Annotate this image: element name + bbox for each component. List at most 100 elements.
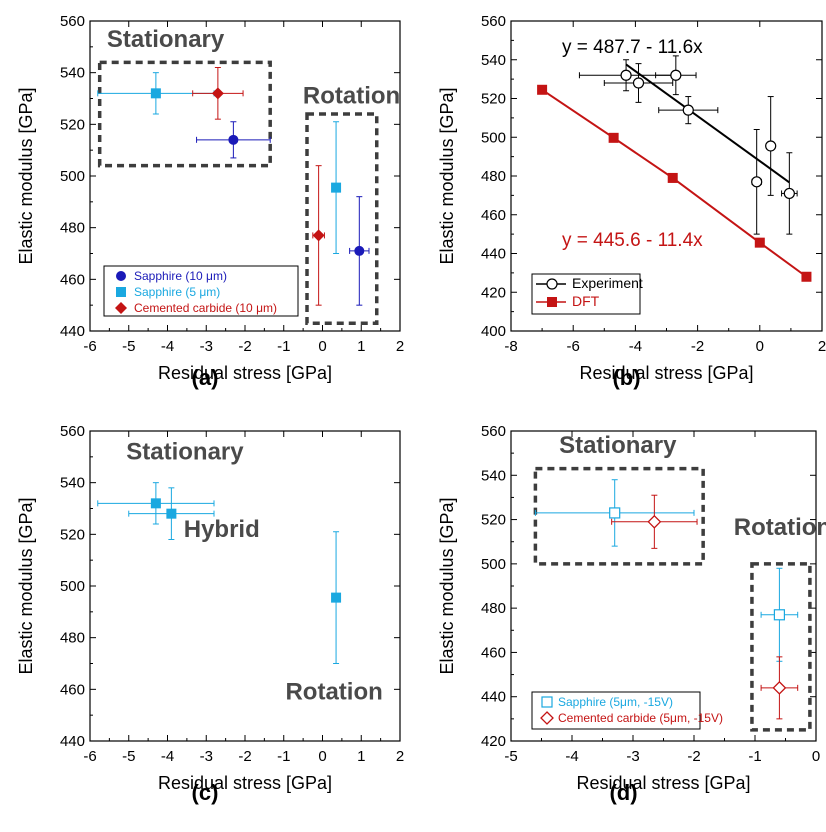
panel-a-x-tick-label: -1 [277,338,290,355]
panel-c-y-tick-label: 460 [60,681,85,698]
panel-d-legend-marker [541,696,553,708]
panel-a-y-axis-label: Elastic modulus [GPa] [16,87,36,264]
panel-d-y-tick-label: 500 [481,556,506,573]
panel-c: -6 -5 -4 -3 -2 -1 0 1 2 440 460 480 500 520 540 560 Resi… [16,423,404,805]
panel-d-x-tick-label: -3 [626,748,639,765]
panel-d-x-tick-label: -4 [565,748,578,765]
panel-a-y-tick-label: 480 [60,220,85,237]
panel-b-legend-marker [547,297,557,307]
panel-a-data-point [331,182,342,193]
panel-b-y-tick-label: 480 [481,168,506,185]
panel-b-x-tick-label: 2 [818,338,826,355]
panel-a-data-point [312,229,325,242]
panel-c-x-tick-label: 1 [357,748,365,765]
panel-c-y-tick-label: 540 [60,475,85,492]
panel-b-y-tick-label: 420 [481,284,506,301]
panel-a-x-tick-label: -6 [83,338,96,355]
panel-b-data-point [751,176,763,188]
panel-d-y-tick-label: 520 [481,512,506,529]
panel-c-data-point [166,508,177,519]
panel-d-legend: Sapphire (5μm, -15V) Cemented carbide (5μ… [531,691,723,730]
panel-c-x-tick-label: -6 [83,748,96,765]
panel-d-x-tick-label: -2 [687,748,700,765]
panel-a-legend-label: Cemented carbide (10 μm) [134,301,277,315]
panel-b-equation: y = 445.6 - 11.4x [562,230,703,251]
panel-b-y-tick-label: 500 [481,129,506,146]
panel-a-data-point [211,87,224,100]
panel-d-x-tick-label: 0 [812,748,820,765]
panel-d-y-tick-label: 560 [481,423,506,440]
panel-a-x-axis-label: Residual stress [GPa] [158,363,332,383]
panel-c-letter: (c) [192,780,219,805]
panel-b-data-point [754,237,765,248]
panel-a-legend-box [103,265,299,317]
panel-a-data-point [150,88,161,99]
panel-b-y-tick-label: 520 [481,91,506,108]
panel-c-x-tick-label: -2 [238,748,251,765]
panel-b-legend-marker [546,278,558,290]
panel-b-legend-label: DFT [572,293,600,309]
panel-b-data-point [765,140,777,152]
panel-c-x-tick-label: -4 [161,748,174,765]
panel-c-x-tick-label: -5 [122,748,135,765]
panel-b-equation: y = 487.7 - 11.6x [562,37,703,58]
panel-c-series-0 [97,482,342,664]
panel-b-y-tick-label: 440 [481,246,506,263]
panel-d-y-tick-label: 480 [481,600,506,617]
panel-c-x-axis-label: Residual stress [GPa] [158,773,332,793]
panel-a-annotation: Stationary [107,26,225,53]
panel-a-y-tick-label: 560 [60,13,85,30]
panel-b-data-point [783,187,795,200]
panel-b-series-1 [537,84,812,282]
panel-b-fit-line [625,63,790,184]
panel-b-x-tick-label: -4 [629,338,642,355]
panel-c-x-tick-label: 2 [396,748,404,765]
panel-c-data-point [331,592,342,603]
panel-c-y-tick-label: 440 [60,733,85,750]
panel-a-y-tick-label: 440 [60,323,85,340]
panel-b-series-0 [578,55,798,235]
panel-d-x-axis-label: Residual stress [GPa] [576,773,750,793]
panel-d-annotation: Stationary [559,432,677,459]
panel-b-y-axis-label: Elastic modulus [GPa] [437,87,457,264]
panel-a-series-2 [192,67,325,306]
panel-a-legend-marker [116,271,126,281]
panel-b-letter: (b) [612,365,640,390]
panel-d-legend-label: Sapphire (5μm, -15V) [558,695,673,709]
panel-c-annotation: Stationary [126,438,244,465]
panel-a-x-tick-label: -4 [161,338,174,355]
panel-d-series-0 [534,479,799,662]
panel-a-letter: (a) [192,365,219,390]
panel-a-legend-marker [115,302,127,314]
panel-d-y-axis-label: Elastic modulus [GPa] [437,497,457,674]
panel-d-series-1 [611,494,799,720]
panel-b-y-tick-label: 540 [481,52,506,69]
panel-a-group-box [305,112,379,325]
panel-d: -5 -4 -3 -2 -1 0 420 440 460 480 500 520 540 560 Resid… [437,423,826,805]
panel-c-x-tick-label: 0 [318,748,326,765]
panel-c-x-tick-label: -1 [277,748,290,765]
panel-c-y-tick-label: 480 [60,630,85,647]
panel-a-data-point [354,245,365,256]
panel-d-annotation: Rotation [734,514,826,541]
panel-d-legend-label: Cemented carbide (5μm, -15V) [558,711,723,725]
panel-d-legend-box [531,691,701,730]
panel-b-data-point [682,104,694,116]
panel-a-x-tick-label: 2 [396,338,404,355]
panel-b-y-tick-label: 560 [481,13,506,30]
panel-d-data-point [772,680,787,695]
panel-b-x-axis-label: Residual stress [GPa] [579,363,753,383]
panel-b-y-tick-label: 400 [481,323,506,340]
panel-d-y-tick-label: 540 [481,467,506,484]
panel-d-data-point [647,514,662,529]
panel-d-y-tick-label: 440 [481,689,506,706]
panel-a-y-tick-label: 520 [60,116,85,133]
panel-b-x-tick-label: 0 [756,338,764,355]
panel-d-letter: (d) [609,780,637,805]
panel-a-y-tick-label: 540 [60,65,85,82]
panel-d-group-box [750,562,812,732]
panel-b-data-point [801,271,812,282]
panel-a-y-tick-label: 500 [60,168,85,185]
panel-b-legend: Experiment DFT [531,273,643,315]
